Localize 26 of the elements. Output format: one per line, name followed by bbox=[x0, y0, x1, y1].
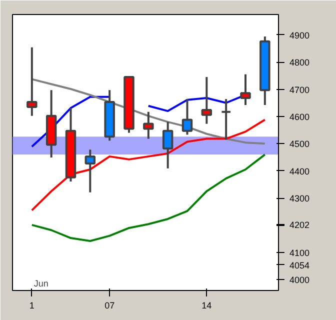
candlestick bbox=[162, 120, 174, 170]
y-tick-label: 4100 bbox=[290, 248, 310, 258]
annotation: Jun bbox=[34, 278, 48, 288]
line-series bbox=[30, 118, 266, 212]
candlestick bbox=[220, 98, 232, 141]
y-tick-label: 4700 bbox=[290, 84, 310, 95]
candlestick bbox=[182, 98, 193, 136]
candlestick bbox=[26, 46, 38, 117]
y-tick-label: 4300 bbox=[290, 194, 310, 204]
y-tick-label: 4600 bbox=[290, 112, 310, 122]
line-series bbox=[30, 78, 266, 145]
y-tick-label: 4400 bbox=[290, 166, 310, 176]
x-tick-label: 1 bbox=[29, 300, 34, 310]
y-tick-label: 4054 bbox=[290, 260, 310, 270]
candlestick bbox=[143, 110, 154, 140]
y-tick-label: 4800 bbox=[290, 58, 310, 68]
y-tick-label: 4202 bbox=[290, 220, 310, 230]
line-series bbox=[30, 154, 266, 242]
y-tick-label: 4500 bbox=[290, 139, 310, 150]
candlestick bbox=[201, 76, 212, 125]
x-tick-label: 14 bbox=[202, 300, 212, 310]
candlestick bbox=[84, 148, 96, 194]
x-tick-label: 07 bbox=[104, 300, 115, 310]
candlestick bbox=[240, 73, 251, 106]
y-tick-label: 4000 bbox=[290, 275, 310, 286]
y-tick-label: 4900 bbox=[290, 30, 310, 40]
